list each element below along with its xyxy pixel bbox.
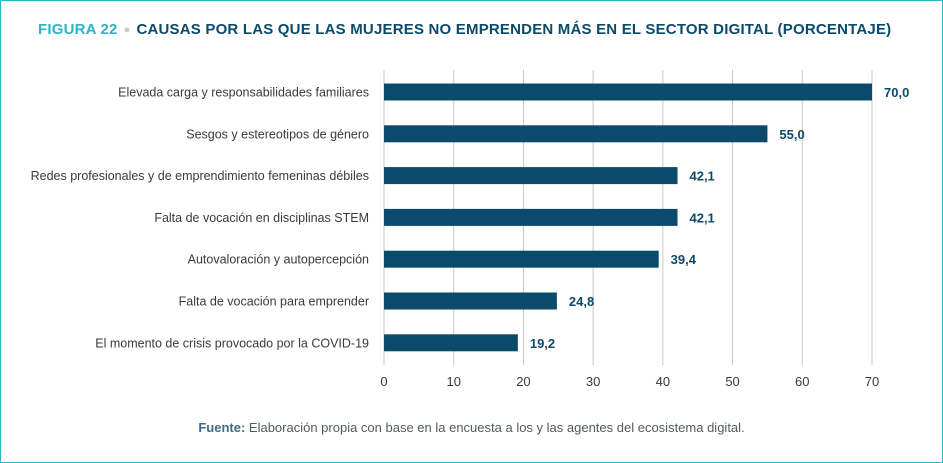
value-label: 55,0 — [779, 127, 804, 142]
category-label: Sesgos y estereotipos de género — [186, 127, 369, 141]
value-label: 42,1 — [689, 169, 714, 184]
separator-dot: ● — [123, 24, 131, 36]
value-label: 19,2 — [530, 336, 555, 351]
bar — [384, 334, 518, 352]
source-note: Fuente: Elaboración propia con base en l… — [0, 420, 943, 435]
category-label: Autovaloración y autopercepción — [188, 253, 369, 267]
value-label: 70,0 — [884, 85, 909, 100]
value-label: 24,8 — [569, 294, 594, 309]
x-tick-label: 30 — [586, 374, 600, 389]
bar — [384, 208, 678, 226]
bar — [384, 250, 659, 268]
category-label: Falta de vocación para emprender — [179, 295, 369, 309]
value-label: 42,1 — [689, 210, 714, 225]
bar — [384, 125, 768, 143]
x-tick-label: 70 — [865, 374, 879, 389]
x-tick-label: 40 — [656, 374, 670, 389]
bar — [384, 83, 872, 101]
x-tick-label: 0 — [380, 374, 387, 389]
category-label: Redes profesionales y de emprendimiento … — [31, 169, 369, 183]
value-label: 39,4 — [671, 252, 697, 267]
figure-title: CAUSAS POR LAS QUE LAS MUJERES NO EMPREN… — [136, 21, 892, 38]
source-text: Elaboración propia con base en la encues… — [248, 420, 745, 435]
x-tick-label: 60 — [795, 374, 809, 389]
bar — [384, 292, 557, 310]
source-label: Fuente: — [198, 420, 246, 435]
category-label: Falta de vocación en disciplinas STEM — [154, 211, 369, 225]
bar — [384, 167, 678, 185]
figure-header: FIGURA 22 ● CAUSAS POR LAS QUE LAS MUJERES… — [38, 21, 891, 38]
x-tick-label: 50 — [725, 374, 739, 389]
x-tick-label: 20 — [516, 374, 530, 389]
category-label: El momento de crisis provocado por la CO… — [95, 336, 369, 350]
x-tick-label: 10 — [446, 374, 460, 389]
category-label: Elevada carga y responsabilidades famili… — [118, 86, 369, 100]
figure-number: FIGURA 22 — [38, 21, 118, 38]
